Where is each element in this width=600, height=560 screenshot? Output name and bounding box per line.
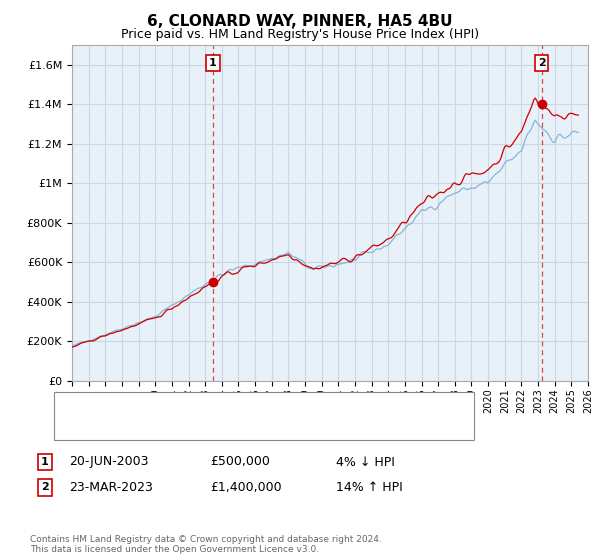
Text: 2: 2 [41,482,49,492]
Text: Price paid vs. HM Land Registry's House Price Index (HPI): Price paid vs. HM Land Registry's House … [121,28,479,41]
Text: 6, CLONARD WAY, PINNER, HA5 4BU: 6, CLONARD WAY, PINNER, HA5 4BU [147,14,453,29]
Text: —: — [63,398,79,413]
Text: —: — [63,420,79,435]
Text: 6, CLONARD WAY, PINNER, HA5 4BU (detached house): 6, CLONARD WAY, PINNER, HA5 4BU (detache… [87,400,390,410]
Text: 14% ↑ HPI: 14% ↑ HPI [336,480,403,494]
Text: HPI: Average price, detached house, Harrow: HPI: Average price, detached house, Harr… [87,423,333,433]
Text: Contains HM Land Registry data © Crown copyright and database right 2024.
This d: Contains HM Land Registry data © Crown c… [30,535,382,554]
Text: 1: 1 [209,58,217,68]
Text: £500,000: £500,000 [210,455,270,469]
Text: 20-JUN-2003: 20-JUN-2003 [69,455,149,469]
Text: 1: 1 [41,457,49,467]
Text: £1,400,000: £1,400,000 [210,480,281,494]
Text: 23-MAR-2023: 23-MAR-2023 [69,480,153,494]
Text: 4% ↓ HPI: 4% ↓ HPI [336,455,395,469]
Text: 2: 2 [538,58,545,68]
